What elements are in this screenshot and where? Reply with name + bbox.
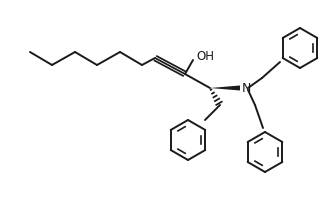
- Text: N: N: [242, 83, 251, 95]
- Polygon shape: [210, 85, 240, 90]
- Text: OH: OH: [196, 50, 214, 62]
